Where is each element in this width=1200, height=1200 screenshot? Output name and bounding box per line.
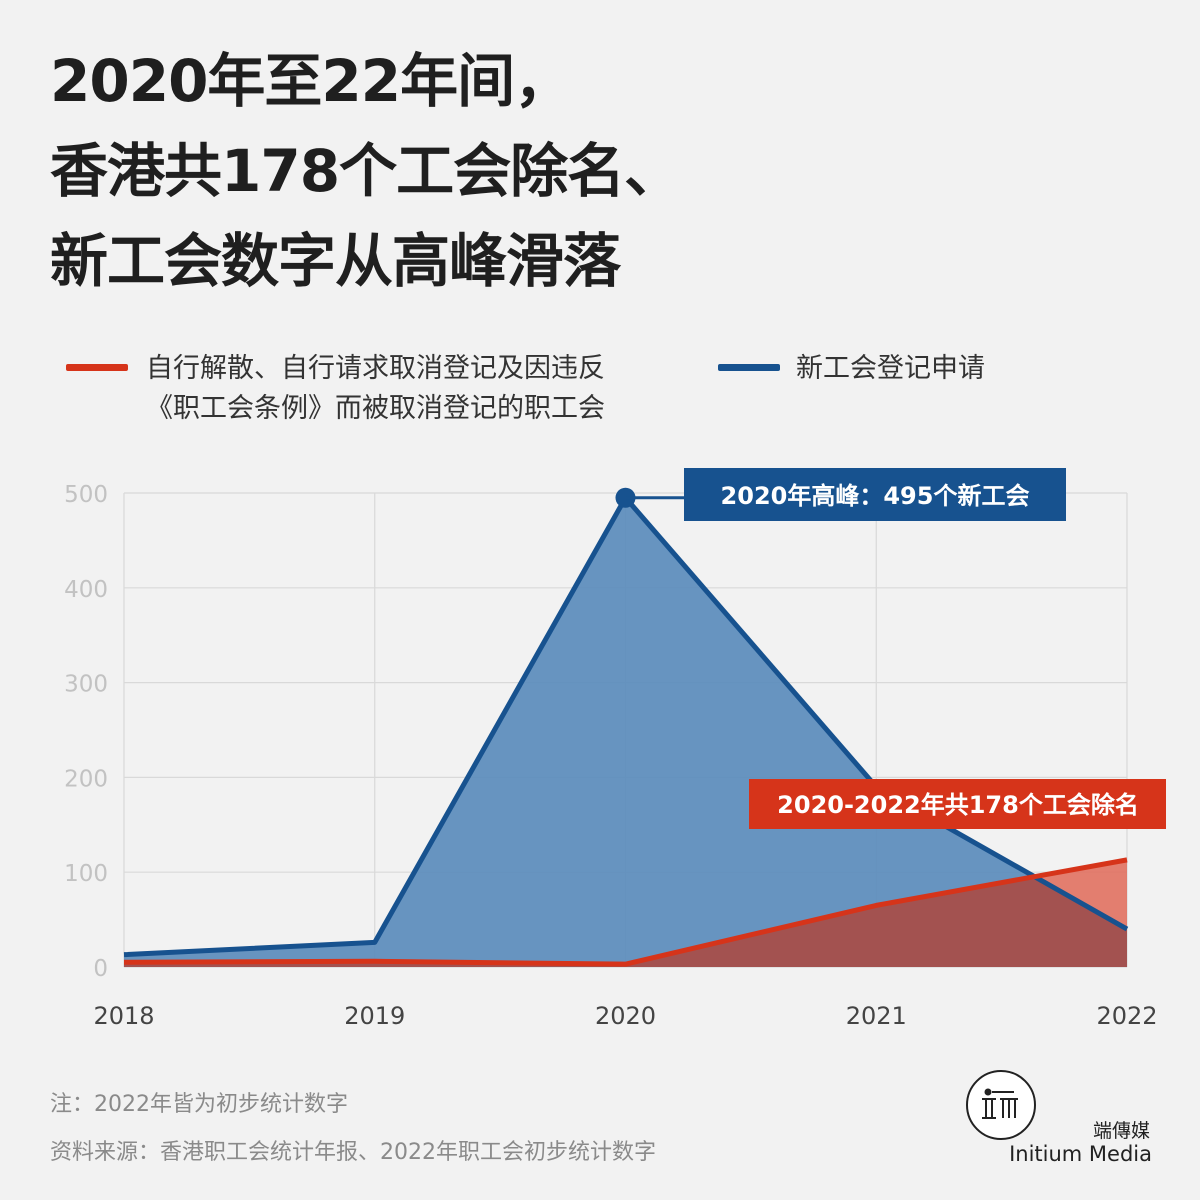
title-line-2: 香港共178个工会除名、 bbox=[50, 137, 682, 205]
y-tick-label: 300 bbox=[64, 672, 108, 698]
x-tick-label: 2020 bbox=[595, 1002, 656, 1030]
peak-label: 2020年高峰：495个新工会 bbox=[721, 482, 1030, 510]
brand-name-zh: 端傳媒 bbox=[1092, 1120, 1150, 1142]
total-label: 2020-2022年共178个工会除名 bbox=[777, 791, 1139, 819]
y-tick-label: 500 bbox=[64, 482, 108, 508]
area-new-unions bbox=[124, 497, 1127, 967]
y-tick-label: 0 bbox=[93, 956, 108, 982]
annotations: 2020年高峰：495个新工会 2020-2022年共178个工会除名 bbox=[615, 468, 1166, 829]
tick-labels: 0 100 200 300 400 500 2018 2019 2020 2021 2022 bbox=[64, 482, 1157, 1030]
x-tick-label: 2022 bbox=[1096, 1002, 1157, 1030]
area-chart: 0 100 200 300 400 500 2018 2019 2020 2021 2022 202… bbox=[64, 468, 1166, 1030]
page-title: 2020年至22年间， 香港共178个工会除名、 新工会数字从高峰滑落 bbox=[50, 36, 682, 306]
line-deregistered-unions bbox=[123, 857, 1128, 967]
footnote-source: 资料来源：香港职工会统计年报、2022年职工会初步统计数字 bbox=[50, 1140, 656, 1165]
total-label-box bbox=[749, 779, 1166, 829]
legend-swatch-red bbox=[66, 364, 128, 371]
areas bbox=[124, 497, 1127, 967]
footnote-note: 注：2022年皆为初步统计数字 bbox=[50, 1092, 348, 1117]
initium-logo-icon bbox=[966, 1070, 1036, 1140]
x-tick-label: 2021 bbox=[846, 1002, 907, 1030]
y-tick-label: 200 bbox=[64, 766, 108, 792]
legend-label-red-2: 《职工会条例》而被取消登记的职工会 bbox=[146, 393, 605, 424]
area-overlap bbox=[124, 876, 1127, 967]
legend-swatch-blue bbox=[718, 364, 780, 371]
y-tick-label: 100 bbox=[64, 861, 108, 887]
legend-label-red-1: 自行解散、自行请求取消登记及因违反 bbox=[146, 353, 605, 384]
title-line-1: 2020年至22年间， bbox=[50, 47, 572, 115]
y-tick-label: 400 bbox=[64, 577, 108, 603]
peak-label-box bbox=[684, 468, 1066, 521]
brand-name-en: Initium Media bbox=[1009, 1142, 1152, 1166]
title-line-3: 新工会数字从高峰滑落 bbox=[50, 227, 621, 295]
legend-label-blue: 新工会登记申请 bbox=[796, 353, 985, 384]
x-tick-label: 2019 bbox=[344, 1002, 405, 1030]
x-tick-label: 2018 bbox=[93, 1002, 154, 1030]
